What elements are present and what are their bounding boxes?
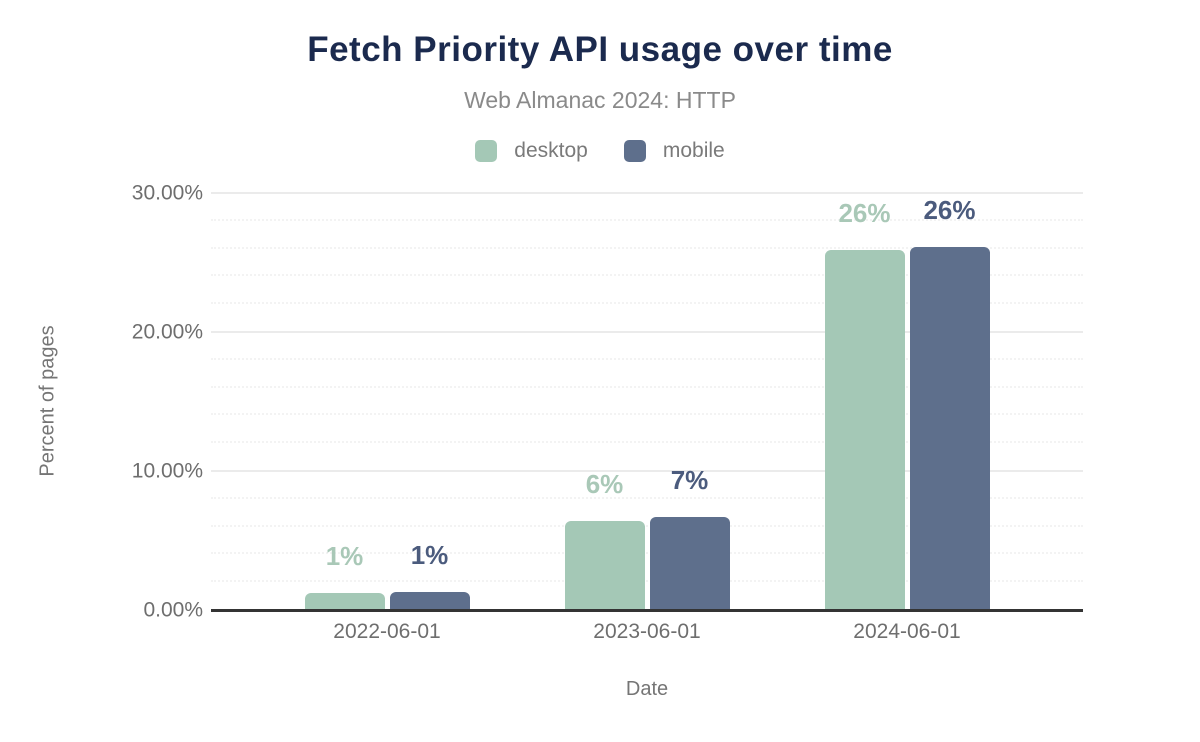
minor-gridline (211, 441, 1083, 444)
x-axis-line (211, 609, 1083, 612)
x-tick-label: 2024-06-01 (853, 620, 961, 643)
bar-label-desktop-2023-06-01: 6% (585, 469, 624, 500)
bar-label-desktop-2024-06-01: 26% (838, 198, 891, 228)
major-gridline (211, 331, 1083, 333)
bar-desktop-2024-06-01[interactable] (824, 250, 905, 610)
legend-label: mobile (662, 139, 725, 162)
minor-gridline (211, 413, 1083, 416)
bar-label-mobile-2023-06-01: 7% (670, 464, 709, 495)
legend-swatch-icon (623, 140, 646, 162)
legend-label: desktop (514, 139, 588, 162)
minor-gridline (211, 274, 1083, 277)
minor-gridline (211, 246, 1083, 249)
chart-title: Fetch Priority API usage over time (307, 30, 893, 69)
legend-item-mobile[interactable]: mobile (623, 139, 725, 163)
bar-mobile-2022-06-01[interactable] (389, 591, 470, 610)
minor-gridline (211, 385, 1083, 388)
plot-area: 0.00% 10.00% 20.00% 30.00% 2022-06-01 2023-06… (132, 183, 1083, 643)
y-axis-title: Percent of pages (36, 325, 59, 477)
bar-label-desktop-2022-06-01: 1% (325, 541, 364, 572)
minor-gridline (211, 302, 1083, 305)
bar-label-mobile-2022-06-01: 1% (410, 539, 449, 570)
chart-legend: desktop mobile (0, 139, 1200, 163)
bar-label-mobile-2024-06-01: 26% (923, 195, 976, 226)
legend-swatch-icon (475, 140, 498, 162)
minor-gridline (211, 524, 1083, 527)
minor-gridline (211, 580, 1083, 583)
y-tick-label: 10.00% (131, 459, 203, 483)
y-tick-label: 0.00% (143, 598, 203, 622)
minor-gridline (211, 357, 1083, 360)
minor-gridline (211, 496, 1083, 499)
major-gridline (211, 192, 1083, 194)
x-tick-label: 2023-06-01 (593, 620, 701, 643)
bar-desktop-2023-06-01[interactable] (564, 521, 645, 610)
bar-desktop-2022-06-01[interactable] (304, 593, 385, 610)
legend-item-desktop[interactable]: desktop (475, 139, 588, 163)
chart-subtitle: Web Almanac 2024: HTTP (464, 87, 736, 113)
y-tick-label: 20.00% (131, 320, 203, 344)
bar-mobile-2024-06-01[interactable] (909, 247, 990, 610)
minor-gridline (211, 218, 1083, 221)
x-tick-label: 2022-06-01 (333, 620, 441, 643)
major-gridline (211, 470, 1083, 472)
minor-gridline (211, 552, 1083, 555)
bar-mobile-2023-06-01[interactable] (649, 516, 730, 610)
x-axis-title: Date (625, 678, 669, 700)
y-tick-label: 30.00% (131, 181, 203, 205)
